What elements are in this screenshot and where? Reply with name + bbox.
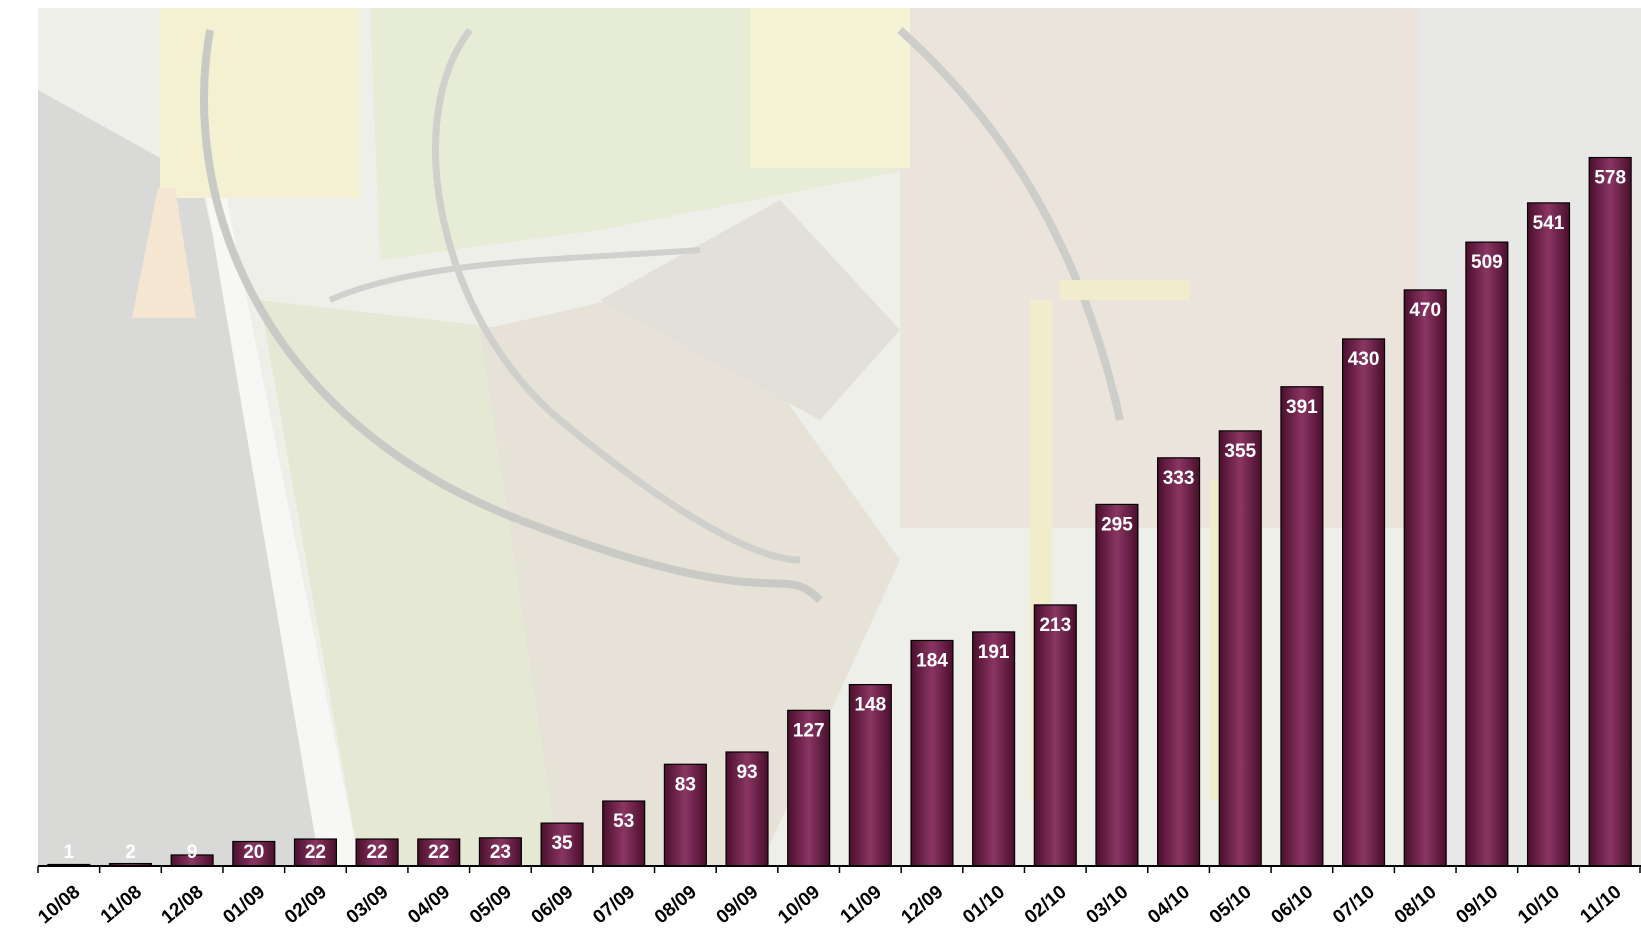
bar-02-10 (1033, 604, 1077, 867)
data-label-04-10: 333 (1163, 468, 1195, 489)
bars-layer (47, 156, 1632, 867)
data-label-11-10: 578 (1594, 168, 1626, 189)
data-label-12-08: 9 (187, 842, 198, 863)
x-tick-label-03-09: 03/09 (343, 882, 393, 929)
bar-04-10 (1157, 457, 1201, 867)
data-label-01-09: 20 (243, 842, 264, 863)
data-label-07-10: 430 (1348, 349, 1380, 370)
data-label-04-09: 22 (428, 842, 449, 863)
data-label-06-10: 391 (1286, 397, 1318, 418)
data-label-11-08: 2 (125, 842, 136, 863)
data-label-06-09: 35 (551, 833, 573, 854)
x-tick-label-04-10: 04/10 (1144, 882, 1194, 929)
x-tick-label-11-08: 11/08 (97, 882, 146, 928)
x-tick-label-02-10: 02/10 (1021, 882, 1071, 929)
x-tick-label-08-10: 08/10 (1391, 882, 1441, 929)
x-tick-label-09-09: 09/09 (713, 882, 763, 929)
x-tick-label-02-09: 02/09 (281, 882, 331, 929)
data-label-09-09: 93 (736, 762, 757, 783)
bar-05-10 (1218, 430, 1262, 867)
bar-10-09 (787, 709, 831, 867)
data-label-03-10: 295 (1101, 514, 1133, 535)
data-label-02-10: 213 (1039, 615, 1071, 636)
data-label-05-09: 23 (490, 842, 511, 863)
bar-11-10 (1588, 156, 1632, 867)
x-tick-label-06-10: 06/10 (1267, 882, 1317, 929)
x-tick-label-05-10: 05/10 (1206, 882, 1256, 929)
bar-05-09 (478, 837, 522, 867)
x-tick-label-06-09: 06/09 (528, 882, 578, 929)
bar-12-09 (910, 639, 954, 867)
background-photo (38, 8, 1641, 866)
x-tick-label-12-09: 12/09 (897, 882, 947, 929)
data-label-07-09: 53 (613, 811, 634, 832)
data-label-08-09: 83 (675, 774, 696, 795)
x-tick-label-09-10: 09/10 (1452, 882, 1502, 929)
bar-10-10 (1526, 202, 1571, 867)
bar-01-10 (972, 631, 1016, 867)
data-label-03-09: 22 (367, 842, 388, 863)
bar-11-09 (848, 683, 892, 867)
x-tick-label-12-08: 12/08 (158, 882, 208, 929)
x-tick-label-03-10: 03/10 (1082, 882, 1132, 929)
data-label-02-09: 22 (305, 842, 326, 863)
x-tick-label-08-09: 08/09 (651, 882, 701, 929)
bar-04-09 (417, 838, 461, 867)
x-tick-label-11-09: 11/09 (837, 882, 886, 928)
x-tick-label-10-08: 10/08 (34, 882, 84, 929)
data-label-08-10: 470 (1409, 300, 1441, 321)
data-label-11-09: 148 (854, 695, 886, 716)
data-label-05-10: 355 (1224, 441, 1256, 462)
x-tick-label-10-10: 10/10 (1514, 882, 1564, 929)
x-tick-label-11-10: 11/10 (1576, 882, 1625, 928)
data-label-10-08: 1 (64, 842, 75, 863)
x-tick-label-10-09: 10/09 (774, 882, 824, 929)
data-label-01-10: 191 (978, 642, 1010, 663)
data-labels-layer: 1 2 9 20 22 22 22 23 35 53 83 93 127 148 184 191 213 295 3… (64, 168, 1626, 863)
x-tick-label-07-09: 07/09 (589, 882, 639, 929)
bar-09-09 (725, 751, 769, 867)
x-tick-label-01-10: 01/10 (959, 882, 1009, 929)
x-tick-label-05-09: 05/09 (466, 882, 516, 929)
bar-07-10 (1341, 338, 1386, 867)
x-tick-label-07-10: 07/10 (1329, 882, 1379, 929)
bar-07-09 (602, 800, 646, 867)
bar-03-09 (355, 838, 399, 867)
bar-08-09 (663, 763, 707, 867)
x-axis (37, 865, 1641, 873)
bar-03-10 (1095, 503, 1139, 867)
x-tick-labels: 10/08 11/08 12/08 01/09 02/09 03/09 04/09 05/09… (34, 882, 1625, 929)
data-label-10-10: 541 (1533, 213, 1565, 234)
data-label-09-10: 509 (1471, 252, 1503, 273)
bar-08-10 (1403, 289, 1447, 867)
bar-06-10 (1280, 386, 1324, 867)
bar-09-10 (1465, 241, 1509, 867)
x-tick-label-01-09: 01/09 (219, 882, 269, 929)
data-label-12-09: 184 (916, 650, 948, 671)
data-label-10-09: 127 (793, 720, 825, 741)
x-tick-label-04-09: 04/09 (404, 882, 454, 929)
